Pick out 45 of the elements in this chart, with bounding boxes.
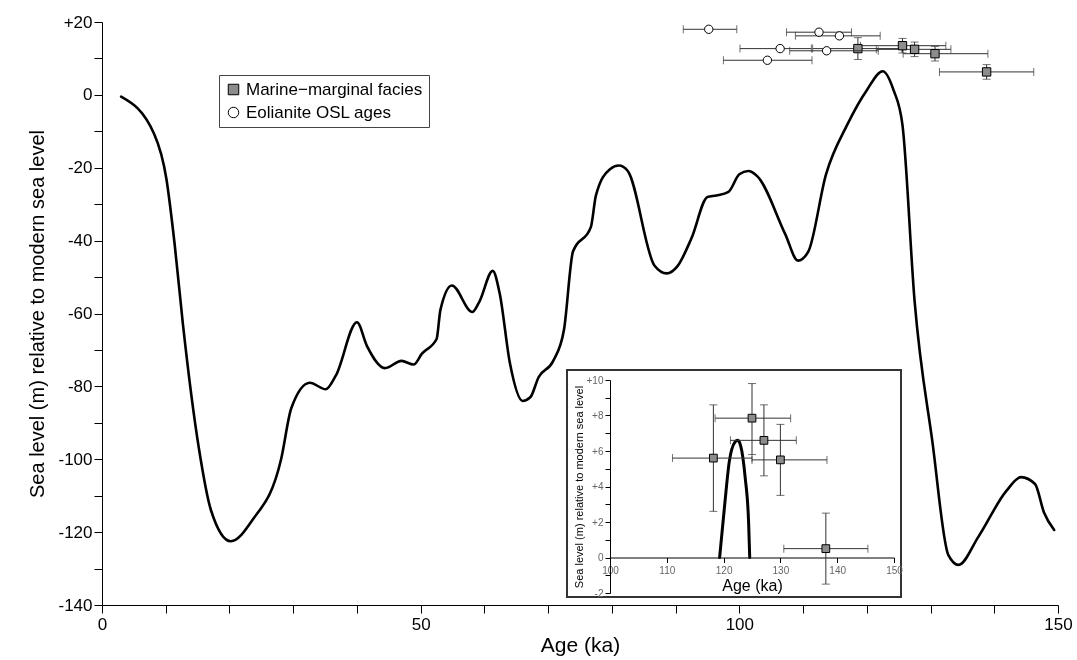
point [775,43,785,54]
x-axis-title: Age (ka) [540,632,621,656]
y-tick-label: -120 [58,522,93,542]
legend-label: Eolianite OSL ages [246,102,391,122]
y-tick-label: -100 [58,449,93,469]
point [930,49,940,59]
y-tick-label: +4 [592,481,604,492]
point [909,44,920,55]
line-series [119,69,1056,567]
x-tick-label: 130 [772,565,790,576]
x-tick-label: 110 [659,565,676,576]
y-tick-label: -2 [594,587,604,599]
y-tick-label: -80 [67,376,93,396]
y-tick-label: +2 [592,516,604,528]
y-axis-title: Sea level (m) relative to modern sea level [572,385,585,589]
point [814,27,824,37]
y-tick-label: -20 [67,158,93,178]
point [821,544,831,553]
point [776,455,785,465]
x-tick-label: 0 [97,614,108,634]
y-axis-title: Sea level (m) relative to modern sea level [26,130,49,498]
y-tick-label: +8 [592,410,604,421]
x-tick-label: 120 [715,565,733,576]
x-axis-title: Age (ka) [722,577,783,594]
x-tick-label: 100 [725,614,755,634]
y-tick-label: +20 [63,12,93,32]
legend-label: Marine−marginal facies [246,79,423,99]
point [762,55,773,65]
point [897,41,908,51]
y-tick-label: -60 [67,304,93,323]
point [759,435,769,445]
x-tick-label: 150 [1044,614,1073,634]
y-tick-label: +10 [586,374,604,386]
y-tick-label: -140 [58,595,93,615]
point [747,413,757,423]
x-tick-label: 140 [829,565,847,576]
point [704,24,714,34]
y-tick-label: 0 [83,85,93,105]
point [821,46,832,56]
y-tick-label: -40 [67,231,93,251]
point [834,31,845,41]
x-tick-label: 50 [411,614,431,634]
y-tick-label: 0 [597,552,604,563]
y-tick-label: +6 [592,445,604,457]
point [709,453,718,463]
